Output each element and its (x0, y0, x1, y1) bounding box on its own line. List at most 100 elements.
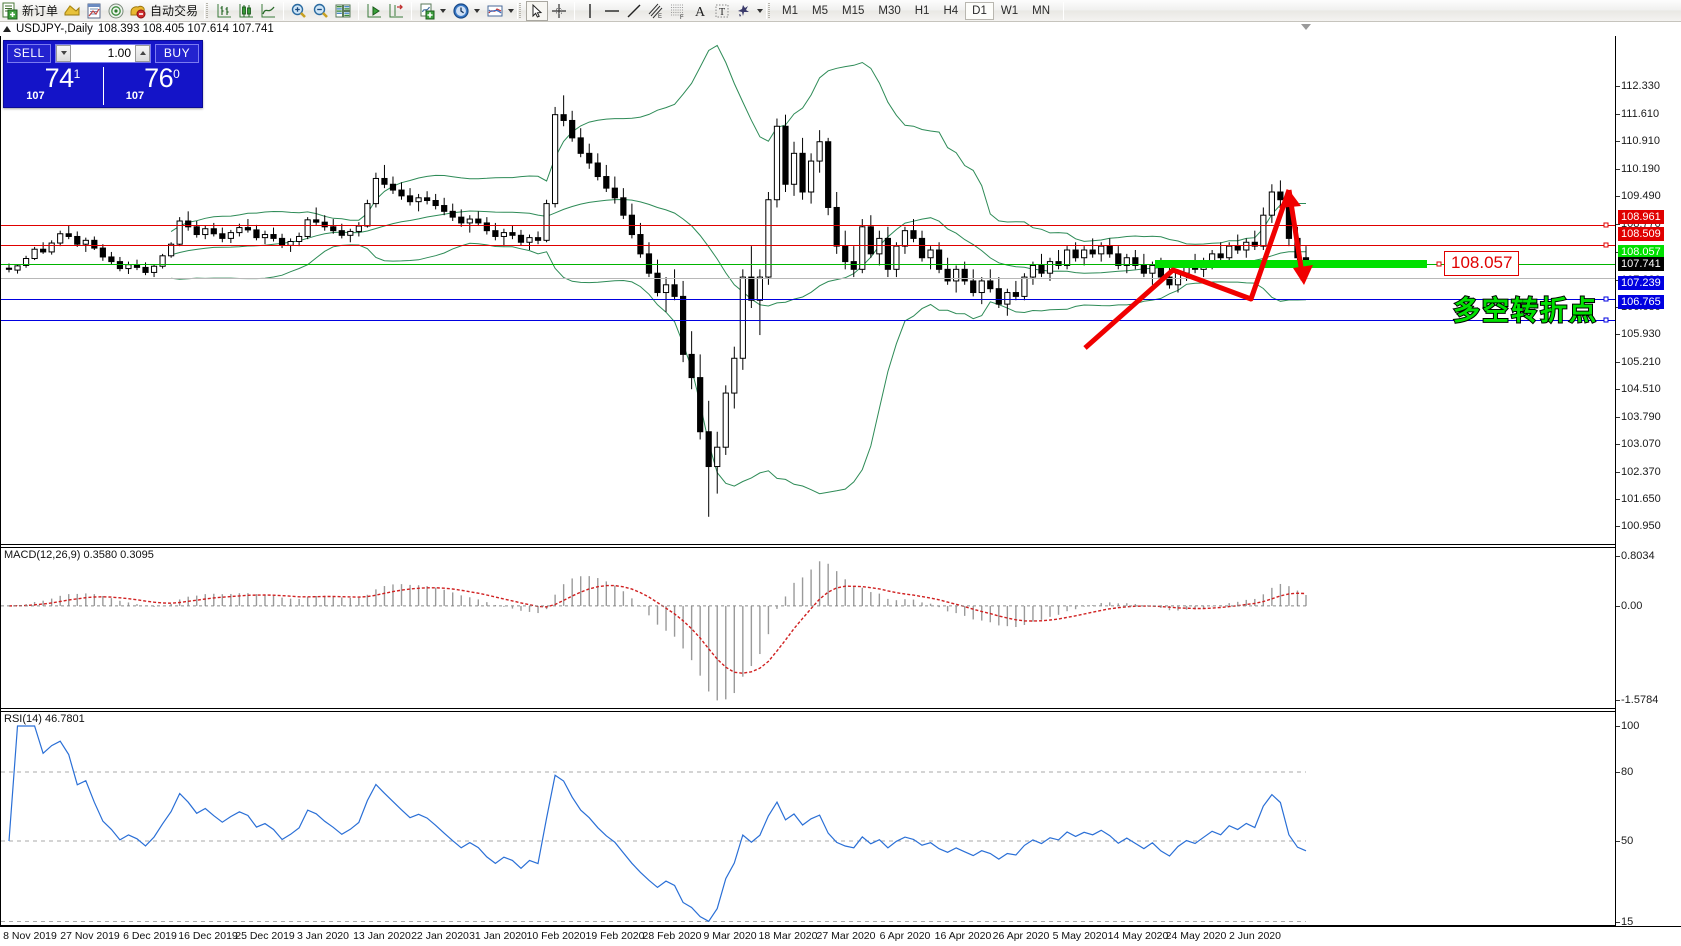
timeframe-mn[interactable]: MN (1032, 4, 1050, 17)
candlestick-chart-icon[interactable] (235, 1, 257, 21)
navigator-icon[interactable] (105, 1, 127, 21)
price-axis[interactable]: 112.330 111.610 110.910 110.190 109.490 108.7… (1615, 36, 1681, 928)
buy-price-big: 76 (144, 63, 174, 93)
price-axis-label: 110.190 (1621, 163, 1660, 176)
timeframe-m15[interactable]: M15 (842, 4, 865, 17)
shapes-icon[interactable] (733, 1, 755, 21)
volume-value[interactable]: 1.00 (107, 46, 131, 60)
templates-dropdown-caret[interactable] (508, 8, 515, 13)
price-line-108057[interactable] (1, 264, 1615, 265)
price-line-106765[interactable] (1, 320, 1615, 321)
new-order-button[interactable]: 新订单 (0, 1, 61, 21)
chart-plot[interactable] (1, 36, 1615, 926)
quote-divider (102, 67, 104, 105)
templates-icon[interactable] (484, 1, 506, 21)
sell-price-prefix: 107 (26, 90, 45, 102)
toolbar-separator-3 (411, 1, 413, 20)
shapes-dropdown-caret[interactable] (757, 8, 764, 13)
trade-panel-controls: SELL 1.00 BUY (4, 41, 202, 65)
svg-text:F: F (680, 15, 684, 20)
text-label-icon[interactable]: T (711, 1, 733, 21)
data-window-icon[interactable] (83, 1, 105, 21)
timeframe-m1[interactable]: M1 (782, 4, 799, 17)
market-watch-icon[interactable] (61, 1, 83, 21)
price-line-107239[interactable] (1, 299, 1615, 300)
collapse-triangle-icon[interactable] (3, 26, 11, 32)
buy-button[interactable]: BUY (155, 43, 199, 63)
axis-tick (1616, 499, 1620, 501)
periods-icon[interactable] (450, 1, 472, 21)
fibonacci-retracement-icon[interactable]: F (667, 1, 689, 21)
price-line-handle-106765[interactable] (1603, 317, 1609, 323)
timeframe-h1[interactable]: H1 (914, 4, 930, 17)
tile-windows-icon[interactable] (332, 1, 354, 21)
indicators-icon[interactable] (416, 1, 438, 21)
toolbar-grip-3[interactable] (766, 2, 773, 19)
price-line-handle-107239[interactable] (1603, 296, 1609, 302)
scroll-indicator-icon[interactable] (1301, 24, 1311, 30)
price-line-handle-108961[interactable] (1603, 222, 1609, 228)
sell-price-big: 74 (44, 63, 75, 93)
price-level-badge[interactable]: 107.239 (1618, 276, 1664, 291)
timeframe-w1[interactable]: W1 (1000, 4, 1019, 17)
axis-tick (1616, 556, 1620, 557)
crosshair-icon[interactable] (548, 1, 570, 21)
timeframe-m5[interactable]: M5 (812, 4, 828, 17)
price-level-badge[interactable]: 108.057 (1618, 244, 1664, 259)
toolbar-separator-2 (358, 1, 360, 20)
price-line-108509[interactable] (1, 245, 1615, 246)
cursor-icon[interactable] (526, 0, 549, 21)
line-chart-icon[interactable] (257, 1, 279, 21)
timeframe-d1[interactable]: D1 (965, 1, 994, 20)
trendline-icon[interactable] (623, 1, 645, 21)
price-level-badge[interactable]: 108.961 (1618, 209, 1664, 224)
axis-tick (1616, 526, 1620, 528)
price-level-badge[interactable]: 107.741 (1618, 256, 1664, 271)
timeframe-h4[interactable]: H4 (943, 4, 959, 17)
price-line-handle-108057[interactable] (1436, 261, 1442, 267)
terminal-icon[interactable] (127, 1, 149, 21)
volume-field[interactable]: 1.00 (55, 43, 151, 63)
toolbar-grip[interactable] (204, 2, 211, 19)
zoom-out-icon[interactable] (310, 1, 332, 21)
axis-tick (1616, 361, 1620, 363)
axis-tick (1616, 388, 1620, 390)
timeframe-m30[interactable]: M30 (878, 4, 901, 17)
price-level-badge[interactable]: 108.509 (1618, 227, 1664, 242)
volume-dropdown-button[interactable] (56, 44, 71, 62)
price-line-handle-108509[interactable] (1603, 242, 1609, 248)
price-axis-label: 100.950 (1621, 520, 1661, 533)
text-icon[interactable]: A (689, 1, 711, 21)
axis-tick (1616, 196, 1620, 198)
turning-point-annotation[interactable]: 多空转折点 (1452, 295, 1598, 327)
price-line-108961[interactable] (1, 225, 1615, 226)
periods-dropdown-caret[interactable] (474, 8, 481, 13)
volume-increase-button[interactable] (135, 44, 150, 62)
buy-price-point: 0 (173, 67, 180, 81)
time-axis-label: 3 Jan 2020 (297, 930, 349, 942)
auto-scroll-icon[interactable] (363, 1, 385, 21)
vertical-line-icon[interactable] (579, 1, 601, 21)
support-zone-highlight (1155, 260, 1427, 268)
price-axis-label: 109.490 (1621, 190, 1661, 203)
equidistant-channel-icon[interactable]: E (645, 1, 667, 21)
price-callout-label[interactable]: 108.057 (1444, 251, 1520, 276)
time-axis[interactable]: 8 Nov 2019 27 Nov 2019 6 Dec 2019 16 Dec 20… (0, 926, 1681, 946)
auto-trading-button[interactable]: 自动交易 (149, 1, 201, 21)
toolbar-grip-2[interactable] (517, 2, 524, 19)
axis-tick (1616, 333, 1620, 335)
price-axis-label: 103.790 (1621, 410, 1661, 423)
ohlc-values: 108.393 108.405 107.614 107.741 (97, 23, 274, 35)
price-axis-label: 105.210 (1621, 355, 1661, 368)
zoom-in-icon[interactable] (288, 1, 310, 21)
price-level-badge[interactable]: 106.765 (1618, 294, 1664, 309)
one-click-trading-panel[interactable]: SELL 1.00 BUY 107 74 1 107 76 (3, 40, 203, 108)
chart-shift-icon[interactable] (385, 1, 407, 21)
horizontal-line-icon[interactable] (601, 1, 623, 21)
indicators-dropdown-caret[interactable] (440, 8, 447, 13)
bar-chart-icon[interactable] (213, 1, 235, 21)
sell-button[interactable]: SELL (7, 43, 51, 63)
time-axis-label: 13 Jan 2020 (353, 930, 411, 942)
chart-area[interactable]: MACD(12,26,9) 0.3580 0.3095 RSI(14) 46.7… (0, 24, 1681, 928)
price-axis-label: 103.070 (1621, 438, 1661, 451)
